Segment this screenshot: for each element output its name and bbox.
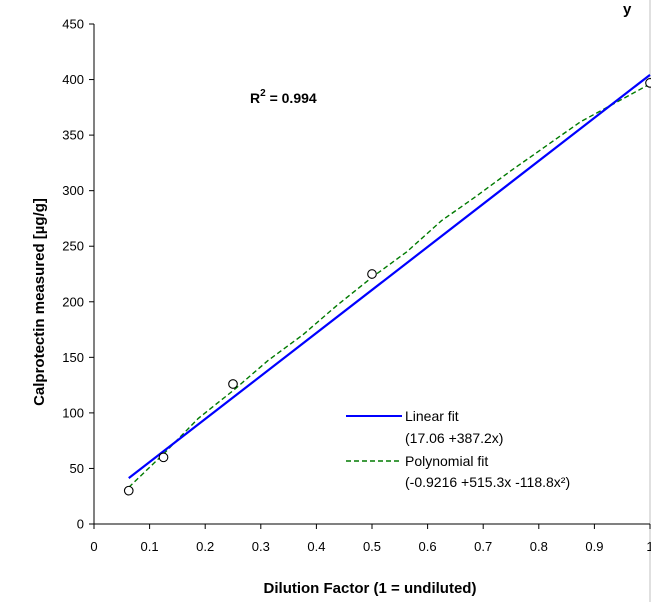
legend-formula-linear: (17.06 +387.2x)	[405, 430, 503, 446]
legend-label-polynomial: Polynomial fit	[405, 453, 488, 469]
y-tick-label: 250	[62, 239, 84, 254]
y-tick-label: 50	[70, 461, 84, 476]
series-layer	[128, 73, 651, 488]
legend-label-linear: Linear fit	[405, 408, 459, 424]
y-tick-label: 200	[62, 294, 84, 309]
y-tick-label: 100	[62, 405, 84, 420]
r-squared-annotation: R2 = 0.994	[250, 88, 317, 106]
y-tick-label: 350	[62, 128, 84, 143]
legend-formula-polynomial: (-0.9216 +515.3x -118.8x²)	[405, 474, 570, 490]
x-tick-label: 0.2	[196, 539, 214, 554]
x-tick-label: 0.5	[363, 539, 381, 554]
r-squared-prefix: R	[250, 90, 260, 106]
y-tick-label: 450	[62, 17, 84, 32]
y-tick-label: 300	[62, 183, 84, 198]
x-tick-label: 0.7	[474, 539, 492, 554]
x-tick-label: 0.4	[307, 539, 325, 554]
x-tick-label: 0.8	[530, 539, 548, 554]
x-tick-label: 0.1	[141, 539, 159, 554]
data-point	[123, 485, 134, 496]
data-point	[367, 269, 377, 279]
r-squared-value: = 0.994	[266, 90, 317, 106]
data-point	[158, 452, 169, 463]
x-axis-title: Dilution Factor (1 = undiluted)	[264, 580, 477, 597]
x-tick-label: 0.3	[252, 539, 270, 554]
plot-area: 0 50 100 150 200 250 300 350 400 450 0 0.1 0.2 0.3 0.…	[62, 17, 651, 554]
y-axis-title: Calprotectin measured [µg/g]	[31, 198, 48, 406]
clipped-chart-title-fragment: y	[623, 1, 632, 18]
data-point	[645, 78, 651, 88]
polynomial-fit-line	[128, 83, 651, 488]
data-points	[123, 78, 651, 496]
y-tick-label: 400	[62, 72, 84, 87]
y-tick-label: 150	[62, 350, 84, 365]
y-tick-label: 0	[77, 517, 84, 532]
r-squared-superscript: 2	[260, 88, 266, 99]
linear-fit-line	[128, 73, 651, 480]
data-point	[228, 379, 238, 389]
x-axis-ticks: 0 0.1 0.2 0.3 0.4 0.5 0.6 0.7 0.8 0.9 1	[90, 524, 651, 554]
x-tick-label: 0.6	[419, 539, 437, 554]
legend: Linear fit (17.06 +387.2x) Polynomial fi…	[346, 408, 570, 490]
x-tick-label: 0	[90, 539, 97, 554]
x-tick-label: 0.9	[585, 539, 603, 554]
y-axis-ticks: 0 50 100 150 200 250 300 350 400 450	[62, 17, 94, 532]
x-tick-label: 1	[646, 539, 651, 554]
